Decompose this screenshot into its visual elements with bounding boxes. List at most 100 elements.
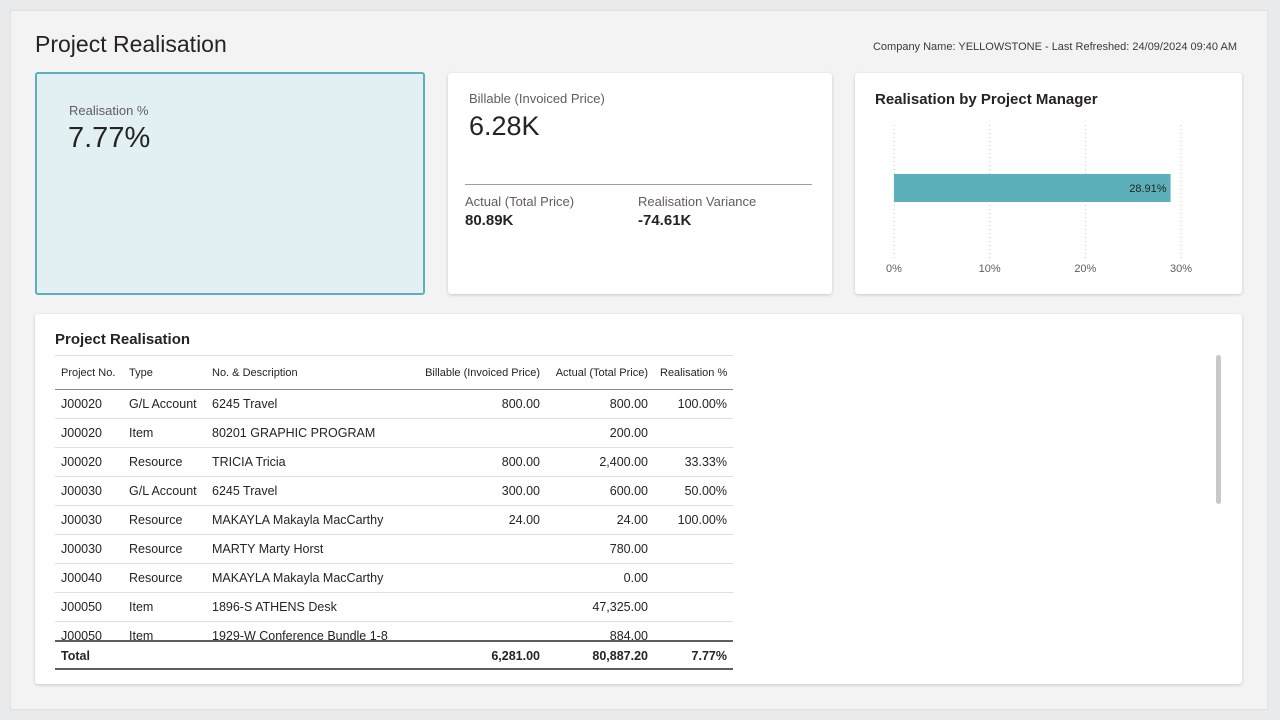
billable-cell: 24.00 <box>394 505 546 535</box>
project-realisation-table-card: Project Realisation Project No. Type No.… <box>35 314 1242 684</box>
x-tick-label: 30% <box>1170 263 1192 275</box>
actual-cell: 800.00 <box>546 389 654 419</box>
billable-kpi-label: Billable (Invoiced Price) <box>469 91 605 106</box>
realisation-cell: 100.00% <box>654 389 733 419</box>
column-header-project-no[interactable]: Project No. <box>55 355 123 390</box>
billable-cell <box>394 418 546 448</box>
description-cell: 1896-S ATHENS Desk <box>206 592 394 622</box>
x-tick-label: 10% <box>979 263 1001 275</box>
realisation-cell: 33.33% <box>654 447 733 477</box>
type-cell: G/L Account <box>123 389 206 419</box>
actual-cell: 24.00 <box>546 505 654 535</box>
realisation-cell <box>654 563 733 593</box>
description-cell: 6245 Travel <box>206 476 394 506</box>
total-actual: 80,887.20 <box>592 649 648 663</box>
table-row[interactable]: J00020 G/L Account 6245 Travel 800.00 800.00… <box>55 389 733 419</box>
actual-cell: 600.00 <box>546 476 654 506</box>
actual-kpi: Actual (Total Price) 80.89K <box>465 194 574 229</box>
realisation-kpi-card[interactable]: Realisation % 7.77% <box>35 72 425 295</box>
type-cell: Item <box>123 418 206 448</box>
project-no-cell: J00020 <box>55 389 123 419</box>
project-no-cell: J00050 <box>55 621 123 640</box>
column-header-description[interactable]: No. & Description <box>206 355 394 390</box>
kpi-divider <box>465 184 812 185</box>
realisation-cell <box>654 592 733 622</box>
project-no-cell: J00030 <box>55 534 123 564</box>
bar-data-label: 28.91% <box>1129 183 1167 195</box>
realisation-cell <box>654 534 733 564</box>
project-no-cell: J00040 <box>55 563 123 593</box>
chart-title: Realisation by Project Manager <box>875 91 1098 108</box>
project-no-cell: J00050 <box>55 592 123 622</box>
variance-kpi-label: Realisation Variance <box>638 194 757 209</box>
table-header-row: Project No. Type No. & Description Billa… <box>55 355 733 390</box>
column-header-actual[interactable]: Actual (Total Price) <box>546 355 654 390</box>
variance-kpi: Realisation Variance -74.61K <box>638 194 756 229</box>
billable-cell: 300.00 <box>394 476 546 506</box>
column-header-billable[interactable]: Billable (Invoiced Price) <box>394 355 546 390</box>
description-cell: 6245 Travel <box>206 389 394 419</box>
table-row[interactable]: J00020 Item 80201 GRAPHIC PROGRAM 200.00 <box>55 418 733 448</box>
actual-cell: 2,400.00 <box>546 447 654 477</box>
total-billable: 6,281.00 <box>491 649 540 663</box>
column-header-realisation[interactable]: Realisation % <box>654 355 733 390</box>
billable-cell <box>394 621 546 640</box>
table-row[interactable]: J00030 Resource MAKAYLA Makayla MacCarthy 2… <box>55 505 733 535</box>
project-no-cell: J00020 <box>55 418 123 448</box>
x-tick-label: 0% <box>886 263 902 275</box>
actual-cell: 200.00 <box>546 418 654 448</box>
type-cell: G/L Account <box>123 476 206 506</box>
project-no-cell: J00020 <box>55 447 123 477</box>
realisation-by-manager-chart[interactable]: Realisation by Project Manager 0% 10% 20% 3… <box>855 73 1242 294</box>
billable-kpi-value: 6.28K <box>469 111 540 141</box>
table-row[interactable]: J00020 Resource TRICIA Tricia 800.00 2,400.0… <box>55 447 733 477</box>
description-cell: MAKAYLA Makayla MacCarthy <box>206 563 394 593</box>
table-scroll-area[interactable]: Project No. Type No. & Description Billa… <box>55 355 735 640</box>
report-page: Project Realisation Company Name: YELLOW… <box>10 10 1268 710</box>
description-cell: MARTY Marty Horst <box>206 534 394 564</box>
actual-cell: 780.00 <box>546 534 654 564</box>
description-cell: MAKAYLA Makayla MacCarthy <box>206 505 394 535</box>
project-realisation-table: Project No. Type No. & Description Billa… <box>55 355 733 640</box>
description-cell: TRICIA Tricia <box>206 447 394 477</box>
billable-cell: 800.00 <box>394 389 546 419</box>
table-row[interactable]: J00030 Resource MARTY Marty Horst 780.00 <box>55 534 733 564</box>
type-cell: Item <box>123 621 206 640</box>
table-row[interactable]: J00040 Resource MAKAYLA Makayla MacCarthy 0… <box>55 563 733 593</box>
description-cell: 1929-W Conference Bundle 1-8 <box>206 621 394 640</box>
table-total-row: Total 6,281.00 80,887.20 7.77% <box>55 640 733 670</box>
x-tick-label: 20% <box>1074 263 1096 275</box>
variance-kpi-value: -74.61K <box>638 212 692 229</box>
billable-cell <box>394 563 546 593</box>
realisation-cell: 50.00% <box>654 476 733 506</box>
table-scrollbar[interactable] <box>1216 355 1221 504</box>
column-header-type[interactable]: Type <box>123 355 206 390</box>
realisation-kpi-value: 7.77% <box>68 122 151 154</box>
billable-cell <box>394 592 546 622</box>
realisation-cell <box>654 418 733 448</box>
description-cell: 80201 GRAPHIC PROGRAM <box>206 418 394 448</box>
page-title: Project Realisation <box>35 31 227 57</box>
table-row[interactable]: J00030 G/L Account 6245 Travel 300.00 600.00… <box>55 476 733 506</box>
table-title: Project Realisation <box>55 331 191 348</box>
type-cell: Resource <box>123 447 206 477</box>
table-row[interactable]: J00050 Item 1896-S ATHENS Desk 47,325.00 <box>55 592 733 622</box>
type-cell: Item <box>123 592 206 622</box>
realisation-cell <box>654 621 733 640</box>
actual-cell: 884.00 <box>546 621 654 640</box>
billable-cell <box>394 534 546 564</box>
project-no-cell: J00030 <box>55 476 123 506</box>
type-cell: Resource <box>123 505 206 535</box>
chart-plot: 0% 10% 20% 30% 28.91% <box>886 125 1192 275</box>
project-no-cell: J00030 <box>55 505 123 535</box>
realisation-kpi-label: Realisation % <box>69 103 149 118</box>
billable-kpi-card[interactable]: Billable (Invoiced Price) 6.28K Actual (… <box>448 73 832 294</box>
total-label: Total <box>61 649 90 663</box>
actual-cell: 0.00 <box>546 563 654 593</box>
actual-cell: 47,325.00 <box>546 592 654 622</box>
chart-bar[interactable] <box>894 174 1171 202</box>
billable-cell: 800.00 <box>394 447 546 477</box>
type-cell: Resource <box>123 534 206 564</box>
table-row[interactable]: J00050 Item 1929-W Conference Bundle 1-8 88… <box>55 621 733 640</box>
refresh-info: Company Name: YELLOWSTONE - Last Refresh… <box>872 41 1237 53</box>
